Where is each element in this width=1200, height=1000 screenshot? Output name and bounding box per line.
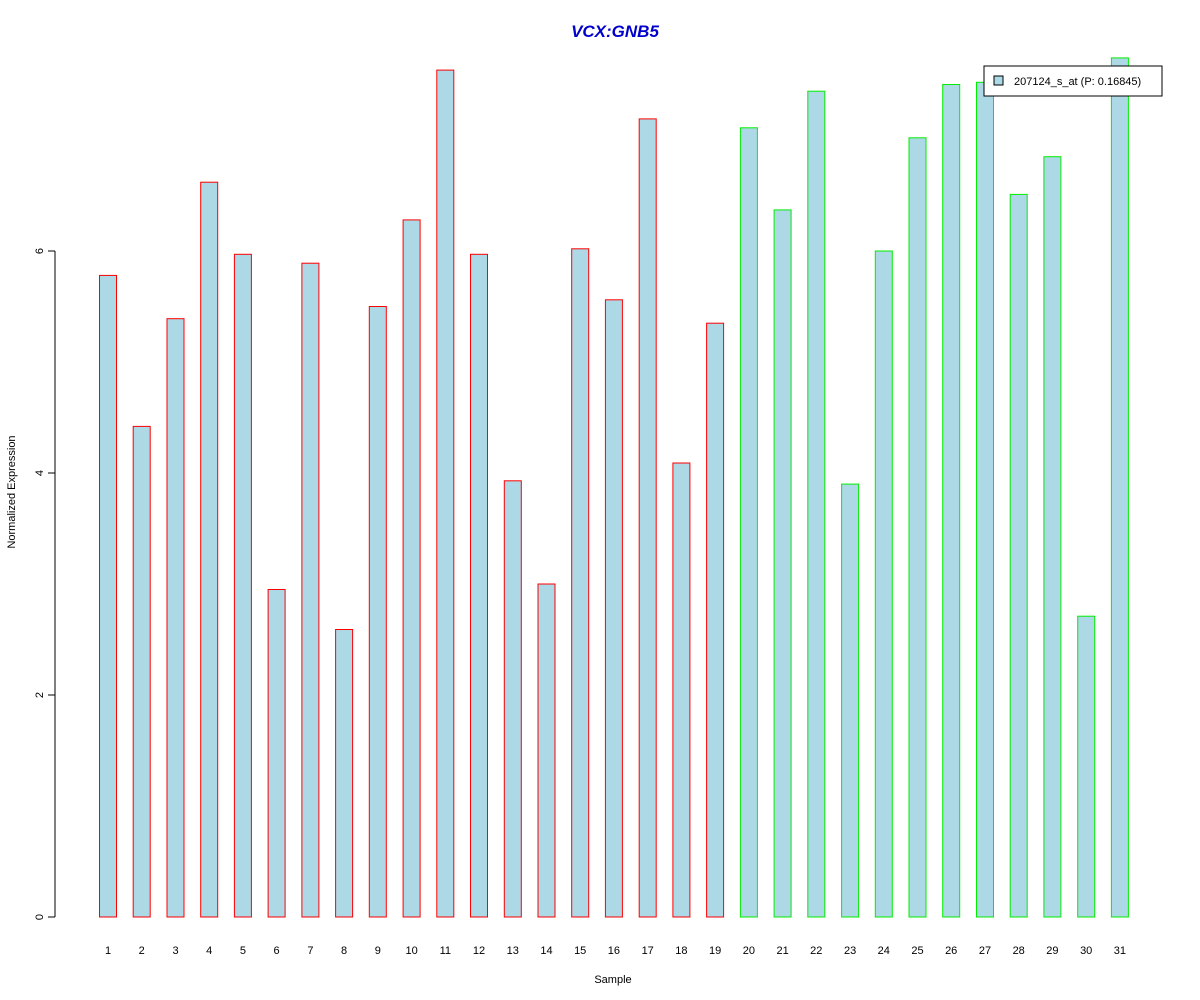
chart-title: VCX:GNB5 [571,22,659,41]
legend-label: 207124_s_at (P: 0.16845) [1014,76,1141,88]
bar [99,274,117,918]
bar [773,209,792,918]
x-tick-label: 31 [1114,945,1126,957]
bar [942,84,961,918]
bar [368,306,387,918]
x-tick-label: 23 [844,945,856,957]
x-tick-label: 20 [743,945,755,957]
bar [638,118,657,918]
x-tick-labels: 1 2 3 4 5 6 7 8 9 10 11 12 13 14 15 16 17 18 19 20 21 22 23 24 2… [105,945,1126,957]
bar [335,629,354,918]
bar [739,127,758,918]
bar [537,583,556,918]
bar [908,137,927,918]
x-tick-label: 11 [440,945,451,957]
x-tick-label: 6 [274,945,280,957]
bar [1110,57,1129,918]
legend: 207124_s_at (P: 0.16845) [983,65,1163,97]
bar [1043,156,1062,918]
x-tick-label: 28 [1013,945,1025,957]
y-tick-label: 4 [34,470,46,476]
bar [267,589,286,918]
y-axis-label: Normalized Expression [6,435,18,548]
bar [166,318,185,918]
x-tick-label: 13 [507,945,519,957]
x-tick-label: 14 [540,945,552,957]
legend-box [983,65,1163,97]
x-tick-label: 15 [574,945,586,957]
y-axis: 0 2 4 6 [34,248,56,920]
bar [1009,193,1028,918]
bar [976,81,994,918]
x-tick-label: 21 [776,945,788,957]
x-tick-label: 26 [945,945,957,957]
x-tick-label: 2 [139,945,145,957]
bar [672,462,691,918]
x-tick-label: 18 [675,945,687,957]
x-tick-label: 22 [810,945,822,957]
x-tick-label: 19 [709,945,721,957]
bar [470,253,488,918]
legend-swatch [993,75,1004,86]
x-tick-label: 7 [307,945,313,957]
bars-group [99,57,1129,918]
x-tick-label: 29 [1046,945,1058,957]
x-tick-label: 12 [473,945,485,957]
bar [571,248,590,918]
x-tick-label: 27 [979,945,991,957]
bar [503,480,522,918]
bar [1077,615,1096,918]
x-tick-label: 24 [878,945,890,957]
x-tick-label: 10 [405,945,417,957]
bar [233,253,252,918]
y-tick-label: 6 [34,248,46,254]
bar [200,181,219,918]
x-tick-label: 30 [1080,945,1092,957]
bar [402,219,421,918]
y-tick-label: 2 [34,692,46,698]
y-tick-label: 0 [34,914,46,920]
bar [874,250,893,918]
x-tick-label: 4 [206,945,212,957]
x-tick-label: 17 [642,945,654,957]
x-tick-label: 9 [375,945,381,957]
x-axis-label: Sample [594,974,631,986]
bar [706,322,725,918]
bar [807,90,826,918]
bar [132,425,151,918]
x-tick-label: 3 [172,945,178,957]
x-tick-label: 1 [105,945,111,957]
x-tick-label: 8 [341,945,347,957]
bar [841,483,860,918]
bar [604,299,623,918]
x-tick-label: 5 [240,945,246,957]
bar [436,69,455,918]
x-tick-label: 25 [911,945,923,957]
x-tick-label: 16 [608,945,620,957]
bar [301,262,320,918]
